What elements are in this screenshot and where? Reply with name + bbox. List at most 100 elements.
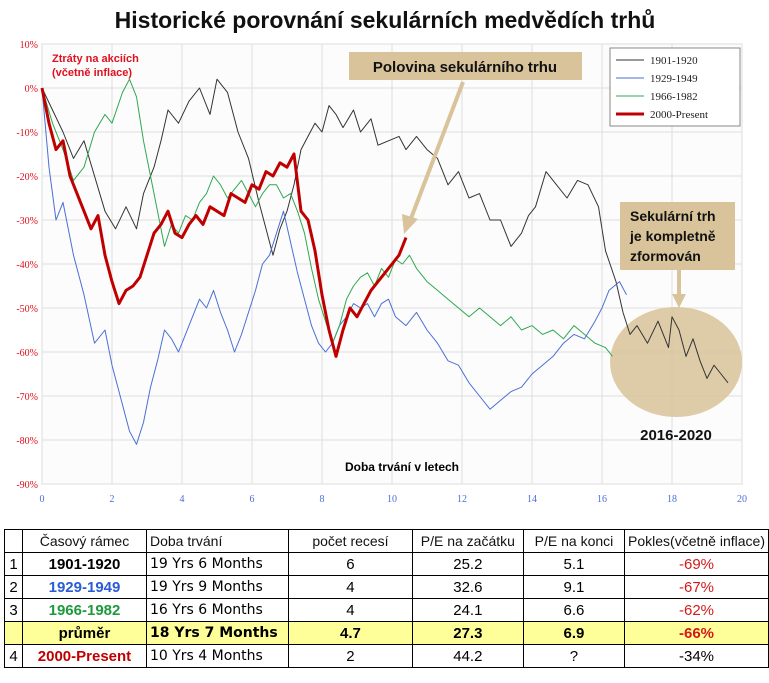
y-tick-label: 10% xyxy=(20,40,38,51)
annotation-complete-line2: je kompletně xyxy=(629,228,716,244)
row-num: 3 xyxy=(4,598,23,622)
header-pe-end: P/E na konci xyxy=(522,529,626,553)
annotation-complete-line1: Sekulární trh xyxy=(630,208,716,224)
avg-pe-end: 6.9 xyxy=(522,621,626,645)
avg-duration: 18 Yrs 7 Months xyxy=(145,621,290,645)
row-pe-end: 6.6 xyxy=(522,598,626,622)
x-tick-label: 18 xyxy=(667,494,677,505)
row-duration: 16 Yrs 6 Months xyxy=(145,598,290,622)
y-tick-label: -20% xyxy=(16,172,38,183)
y-tick-label: -50% xyxy=(16,304,38,315)
legend-label: 2000-Present xyxy=(650,109,708,121)
avg-decline: -66% xyxy=(624,621,769,645)
row-num: 2 xyxy=(4,575,23,599)
annotation-complete: Sekulární trh je kompletně zformován xyxy=(620,202,735,308)
y-axis-caption-line2: (včetně inflace) xyxy=(52,67,132,79)
header-decline: Pokles(včetně inflace) xyxy=(624,529,769,553)
annotation-complete-arrow-head xyxy=(672,294,686,308)
row-decline: -67% xyxy=(624,575,769,599)
x-tick-label: 14 xyxy=(527,494,537,505)
header-time-frame: Časový rámec xyxy=(21,529,147,553)
x-tick-label: 10 xyxy=(387,494,397,505)
avg-recessions: 4.7 xyxy=(288,621,413,645)
series-line-1966-1982 xyxy=(41,78,613,357)
bear-market-chart: Historické porovnání sekulárních medvědí… xyxy=(16,7,747,505)
legend-label: 1966-1982 xyxy=(650,91,698,103)
header-pe-start: P/E na začátku xyxy=(411,529,524,553)
y-axis-caption-line1: Ztráty na akciích xyxy=(52,53,139,65)
legend-label: 1929-1949 xyxy=(650,73,698,85)
legend: 1901-1920 1929-1949 1966-1982 2000-Present xyxy=(609,47,741,127)
table-row: 2 1929-1949 19 Yrs 9 Months 4 32.6 9.1 -… xyxy=(4,575,769,599)
row-period: 1929-1949 xyxy=(21,575,147,599)
table-row: 4 2000-Present 10 Yrs 4 Months 2 44.2 ? … xyxy=(4,644,769,668)
row-pe-end: 9.1 xyxy=(522,575,626,599)
chart-title: Historické porovnání sekulárních medvědí… xyxy=(115,7,656,33)
row-decline: -62% xyxy=(624,598,769,622)
annotation-mid-text: Polovina sekulárního trhu xyxy=(373,59,557,76)
y-tick-label: -40% xyxy=(16,260,38,271)
row-recessions: 2 xyxy=(288,644,413,668)
annotation-complete-box xyxy=(620,202,735,270)
x-axis-caption: Doba trvání v letech xyxy=(345,460,459,474)
table-row: 3 1966-1982 16 Yrs 6 Months 4 24.1 6.6 -… xyxy=(4,598,769,622)
annotation-complete-line3: zformován xyxy=(630,248,701,264)
series-line-1929-1949 xyxy=(41,87,627,445)
annotation-mid-arrow-shaft xyxy=(408,81,465,222)
row-recessions: 6 xyxy=(288,552,413,576)
table-row: 1 1901-1920 19 Yrs 6 Months 6 25.2 5.1 -… xyxy=(4,552,769,576)
avg-pe-start: 27.3 xyxy=(411,621,524,645)
row-pe-end: 5.1 xyxy=(522,552,626,576)
row-period: 2000-Present xyxy=(21,644,147,668)
row-recessions: 4 xyxy=(288,575,413,599)
row-decline: -34% xyxy=(624,644,769,668)
x-tick-label: 12 xyxy=(457,494,467,505)
x-tick-label: 2 xyxy=(110,494,115,505)
y-tick-label: -10% xyxy=(16,128,38,139)
y-tick-label: -70% xyxy=(16,392,38,403)
table-average-row: průměr 18 Yrs 7 Months 4.7 27.3 6.9 -66% xyxy=(4,621,769,645)
y-tick-label: -90% xyxy=(16,480,38,491)
table-header-row: Časový rámec Doba trvání počet recesí P/… xyxy=(4,529,769,553)
header-duration: Doba trvání xyxy=(145,529,290,553)
row-num: 1 xyxy=(4,552,23,576)
x-tick-label: 16 xyxy=(597,494,607,505)
series-lines xyxy=(40,78,729,445)
row-duration: 19 Yrs 9 Months xyxy=(145,575,290,599)
annotation-period-label: 2016-2020 xyxy=(640,427,712,444)
row-period: 1901-1920 xyxy=(21,552,147,576)
y-tick-label: -80% xyxy=(16,436,38,447)
header-num xyxy=(4,529,23,553)
row-decline: -69% xyxy=(624,552,769,576)
row-pe-end: ? xyxy=(522,644,626,668)
y-tick-label: 0% xyxy=(25,84,38,95)
x-tick-label: 4 xyxy=(180,494,185,505)
row-pe-start: 44.2 xyxy=(411,644,524,668)
row-recessions: 4 xyxy=(288,598,413,622)
avg-num xyxy=(4,621,23,645)
header-recessions: počet recesí xyxy=(288,529,413,553)
row-duration: 10 Yrs 4 Months xyxy=(145,644,290,668)
y-tick-label: -60% xyxy=(16,348,38,359)
row-num: 4 xyxy=(4,644,23,668)
annotation-mid-arrow-head xyxy=(402,214,418,234)
x-tick-label: 6 xyxy=(250,494,255,505)
row-duration: 19 Yrs 6 Months xyxy=(145,552,290,576)
x-tick-label: 20 xyxy=(737,494,747,505)
x-tick-label: 0 xyxy=(40,494,45,505)
avg-label: průměr xyxy=(21,621,147,645)
series-line-1901-1920 xyxy=(41,78,729,384)
row-period: 1966-1982 xyxy=(21,598,147,622)
row-pe-start: 25.2 xyxy=(411,552,524,576)
annotation-mid-box xyxy=(349,52,582,80)
legend-label: 1901-1920 xyxy=(650,55,698,67)
completion-highlight-ellipse xyxy=(610,307,742,417)
series-line-2000-Present xyxy=(40,87,408,358)
bear-market-table: Časový rámec Doba trvání počet recesí P/… xyxy=(4,529,769,668)
row-pe-start: 32.6 xyxy=(411,575,524,599)
row-pe-start: 24.1 xyxy=(411,598,524,622)
x-tick-label: 8 xyxy=(320,494,325,505)
y-tick-label: -30% xyxy=(16,216,38,227)
annotation-mid: Polovina sekulárního trhu xyxy=(349,52,582,234)
axis-ticks: 10% 0% -10% -20% -30% -40% -50% -60% -70% -80% -90… xyxy=(16,40,747,505)
